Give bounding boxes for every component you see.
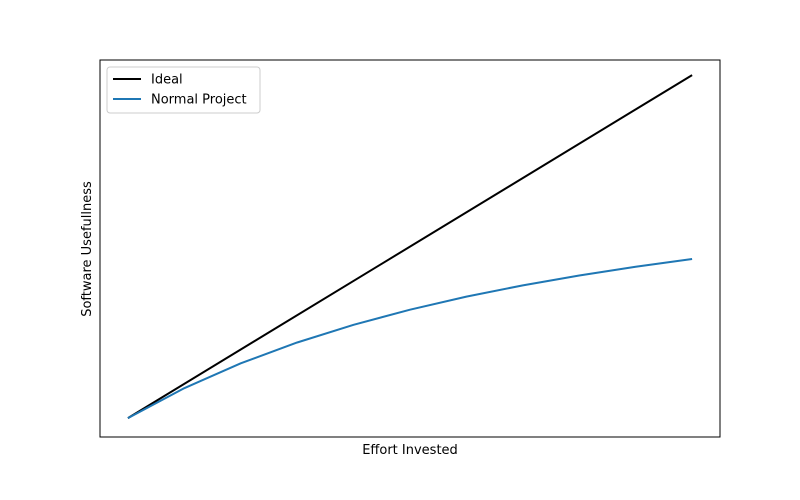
y-axis-label: Software Usefullness (80, 181, 95, 317)
series-layer (127, 74, 693, 420)
legend-box (106, 66, 261, 114)
legend-label-normal-project: Normal Project (151, 93, 247, 108)
series-line-normal-project (127, 258, 693, 420)
series-line-ideal (127, 74, 693, 419)
legend: Ideal Normal Project (106, 66, 261, 114)
plot-area (99, 59, 721, 438)
legend-label-ideal: Ideal (151, 73, 183, 88)
x-axis-label: Effort Invested (362, 443, 458, 458)
